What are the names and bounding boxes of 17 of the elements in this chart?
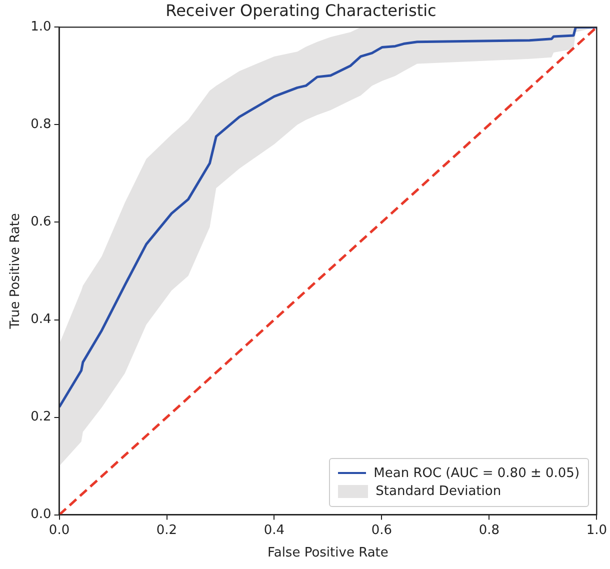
y-tick-label: 1.0 [30,20,52,35]
y-tick-label: 0.8 [30,117,52,132]
y-tick-label: 0.6 [30,214,52,230]
annotation: Standard Deviation [376,484,502,499]
y-tick-label: 0.0 [30,507,52,522]
y-axis-title: True Positive Rate [8,213,24,330]
legend-label: Mean ROC (AUC = 0.80 ± 0.05) [374,466,580,481]
x-tick-label: 0.8 [478,522,500,538]
y-tick-label: 0.2 [30,410,52,425]
x-tick-label: 0.4 [264,522,285,538]
x-tick-label: 0.2 [156,522,178,538]
x-tick-label: 0.0 [48,522,70,538]
x-axis-title: False Positive Rate [268,546,388,561]
x-tick-label: 1.0 [586,522,608,538]
chart-title: Receiver Operating Characteristic [166,0,436,20]
y-tick-label: 0.4 [30,312,52,328]
x-tick-label: 0.6 [371,522,392,538]
